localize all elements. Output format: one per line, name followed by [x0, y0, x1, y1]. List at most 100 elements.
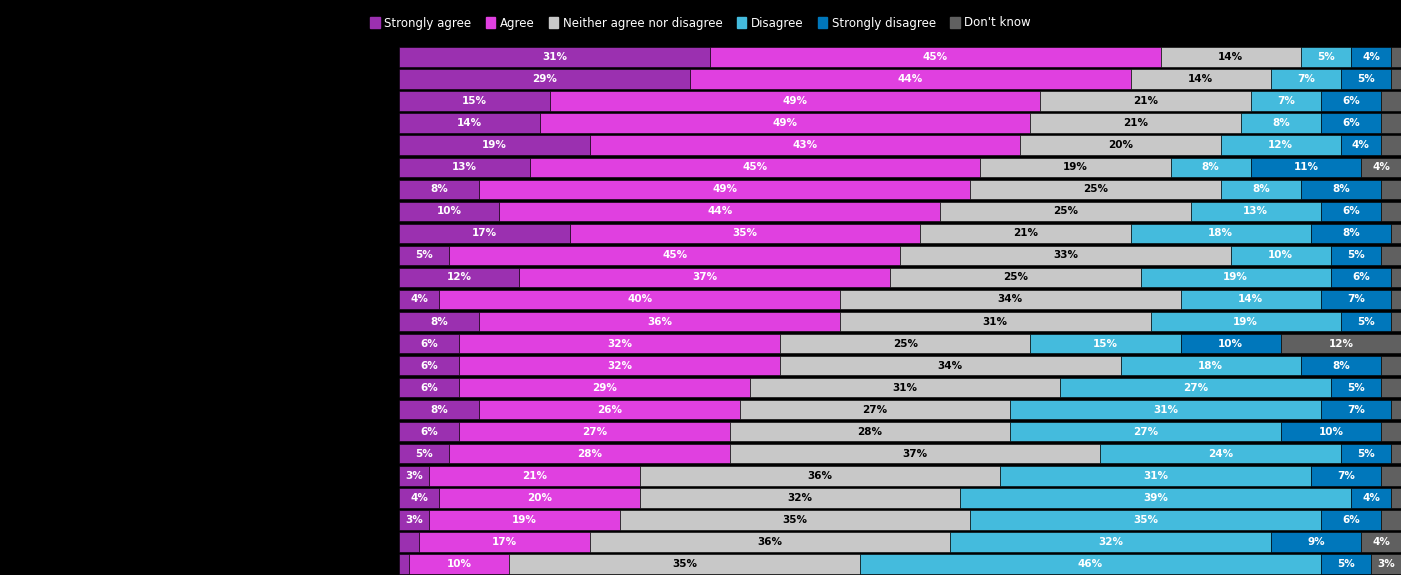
Text: 36%: 36%	[647, 316, 672, 327]
Text: 4%: 4%	[1352, 140, 1370, 150]
Text: 20%: 20%	[1108, 140, 1133, 150]
Bar	[1321, 113, 1381, 133]
Text: 4%: 4%	[1372, 537, 1390, 547]
Text: 18%: 18%	[1198, 361, 1223, 371]
Bar	[450, 246, 901, 265]
Bar	[1351, 488, 1391, 508]
Bar	[1230, 246, 1331, 265]
Text: 27%: 27%	[863, 405, 888, 415]
Bar	[1010, 422, 1281, 442]
Bar	[1321, 202, 1381, 221]
Text: 15%: 15%	[462, 96, 488, 106]
Bar	[940, 202, 1191, 221]
Bar	[1302, 179, 1381, 199]
Bar	[429, 466, 640, 485]
Text: 45%: 45%	[923, 52, 947, 62]
Text: 20%: 20%	[527, 493, 552, 503]
Text: 6%: 6%	[420, 382, 439, 393]
Bar	[460, 378, 750, 397]
Bar	[399, 466, 429, 485]
Text: 49%: 49%	[783, 96, 807, 106]
Bar	[1341, 70, 1391, 89]
Bar	[1381, 202, 1401, 221]
Text: 28%: 28%	[857, 427, 883, 437]
Text: 14%: 14%	[1217, 52, 1243, 62]
Text: 27%: 27%	[1182, 382, 1208, 393]
Bar	[1321, 290, 1391, 309]
Text: 7%: 7%	[1337, 471, 1355, 481]
Text: 8%: 8%	[1272, 118, 1290, 128]
Text: 49%: 49%	[772, 118, 797, 128]
Text: 10%: 10%	[447, 559, 472, 569]
Text: 29%: 29%	[593, 382, 616, 393]
Text: 8%: 8%	[1332, 361, 1349, 371]
Text: 21%: 21%	[1124, 118, 1147, 128]
Bar	[1321, 510, 1381, 530]
Bar	[1171, 158, 1251, 177]
Text: 6%: 6%	[1352, 273, 1370, 282]
Text: 45%: 45%	[743, 162, 768, 172]
Bar	[590, 136, 1020, 155]
Text: 6%: 6%	[1342, 96, 1360, 106]
Bar	[619, 510, 971, 530]
Bar	[1381, 179, 1401, 199]
Text: 3%: 3%	[405, 515, 423, 525]
Bar	[1381, 91, 1401, 111]
Text: 19%: 19%	[1223, 273, 1248, 282]
Text: 28%: 28%	[577, 448, 602, 459]
Bar	[399, 136, 590, 155]
Text: 10%: 10%	[437, 206, 462, 216]
Text: 12%: 12%	[1328, 339, 1353, 348]
Bar	[1341, 136, 1381, 155]
Bar	[950, 532, 1271, 551]
Text: 6%: 6%	[1342, 515, 1360, 525]
Bar	[570, 224, 920, 243]
Bar	[590, 532, 950, 551]
Bar	[750, 378, 1061, 397]
Text: 25%: 25%	[1083, 184, 1108, 194]
Bar	[520, 268, 890, 287]
Bar	[1381, 510, 1401, 530]
Text: 21%: 21%	[1133, 96, 1159, 106]
Bar	[399, 378, 460, 397]
Bar	[399, 554, 409, 574]
Bar	[1391, 444, 1401, 463]
Text: 21%: 21%	[1013, 228, 1038, 239]
Bar	[1121, 356, 1302, 375]
Text: 5%: 5%	[1337, 559, 1355, 569]
Text: 10%: 10%	[1318, 427, 1344, 437]
Text: 5%: 5%	[1358, 74, 1374, 84]
Text: 13%: 13%	[1243, 206, 1268, 216]
Bar	[1010, 400, 1321, 419]
Bar	[399, 356, 460, 375]
Text: 19%: 19%	[511, 515, 537, 525]
Bar	[479, 179, 971, 199]
Text: 12%: 12%	[1268, 140, 1293, 150]
Bar	[479, 312, 841, 331]
Bar	[1311, 224, 1391, 243]
Bar	[841, 312, 1150, 331]
Bar	[1271, 532, 1360, 551]
Text: 19%: 19%	[482, 140, 507, 150]
Bar	[539, 113, 1030, 133]
Bar	[1391, 488, 1401, 508]
Bar	[460, 356, 780, 375]
Text: 45%: 45%	[663, 250, 688, 260]
Text: 46%: 46%	[1077, 559, 1103, 569]
Bar	[1372, 554, 1401, 574]
Text: 25%: 25%	[892, 339, 918, 348]
Bar	[399, 488, 440, 508]
Text: 6%: 6%	[1342, 118, 1360, 128]
Text: 31%: 31%	[1143, 471, 1168, 481]
Text: 4%: 4%	[1372, 162, 1390, 172]
Text: 34%: 34%	[998, 294, 1023, 305]
Bar	[740, 400, 1010, 419]
Bar	[1381, 422, 1401, 442]
Bar	[1281, 422, 1381, 442]
Text: 5%: 5%	[1358, 316, 1374, 327]
Bar	[1341, 312, 1391, 331]
Text: 4%: 4%	[410, 294, 429, 305]
Bar	[890, 268, 1140, 287]
Bar	[1381, 113, 1401, 133]
Bar	[399, 113, 539, 133]
